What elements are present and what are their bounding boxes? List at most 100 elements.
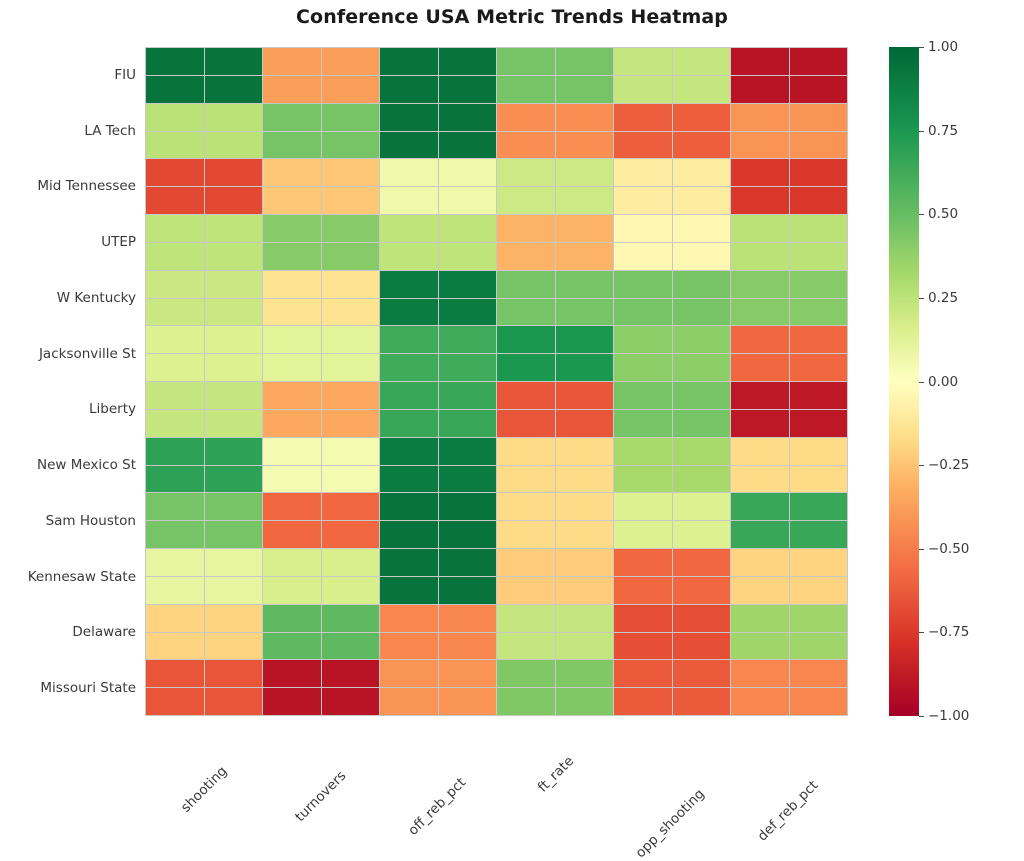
heatmap-cell [555, 382, 613, 409]
heatmap-cell [497, 75, 555, 103]
heatmap-cell [146, 437, 204, 465]
heatmap-cell [204, 354, 262, 381]
heatmap-cell [321, 632, 379, 660]
heatmap-cell [789, 270, 847, 298]
heatmap-cell [438, 688, 496, 715]
heatmap-cell [672, 131, 730, 159]
heatmap-cell [263, 187, 321, 214]
heatmap-cell [380, 242, 438, 270]
heatmap-cell [614, 493, 672, 521]
heatmap-cell [614, 549, 672, 576]
heatmap-cell [321, 604, 379, 632]
heatmap-cell [263, 521, 321, 548]
heatmap-cell [555, 409, 613, 437]
heatmap-cell [146, 48, 204, 75]
heatmap-cell [204, 131, 262, 159]
heatmap-cell [555, 549, 613, 576]
colorbar-axis-label: Trend Strength (green = improving, red =… [962, 47, 1024, 716]
heatmap-cell [555, 688, 613, 715]
heatmap-cell [555, 493, 613, 521]
heatmap-cell [789, 75, 847, 103]
heatmap-cell [497, 549, 555, 576]
heatmap-cell [731, 215, 789, 242]
heatmap-cell [555, 215, 613, 242]
heatmap-cell [321, 48, 379, 75]
heatmap-cell [789, 437, 847, 465]
heatmap-cell [672, 493, 730, 521]
heatmap-cell [146, 298, 204, 326]
heatmap-cell [204, 549, 262, 576]
heatmap-cell [146, 409, 204, 437]
heatmap-cell [380, 382, 438, 409]
heatmap-cell [204, 437, 262, 465]
heatmap-cell [438, 159, 496, 187]
heatmap-cell [146, 354, 204, 381]
heatmap-cell [789, 465, 847, 493]
heatmap-cell [497, 131, 555, 159]
heatmap-cell [614, 270, 672, 298]
heatmap-cell [380, 437, 438, 465]
heatmap-cell [789, 632, 847, 660]
heatmap-cell [204, 215, 262, 242]
colorbar-tick-label: 0.75 [928, 122, 959, 139]
heatmap-cell [614, 604, 672, 632]
colorbar-tick-mark [919, 632, 924, 634]
heatmap-cell [438, 382, 496, 409]
heatmap-cell [380, 604, 438, 632]
heatmap-cell [438, 437, 496, 465]
heatmap-cell [614, 437, 672, 465]
heatmap-cell [789, 298, 847, 326]
heatmap-cell [672, 326, 730, 354]
heatmap-cell [789, 688, 847, 715]
colorbar-tick-mark [919, 381, 924, 383]
heatmap-cell [731, 131, 789, 159]
heatmap-cell [438, 493, 496, 521]
heatmap-cell [263, 326, 321, 354]
heatmap-cell [438, 270, 496, 298]
heatmap-cell [789, 354, 847, 381]
heatmap-cell [672, 103, 730, 131]
heatmap-cell [555, 604, 613, 632]
heatmap-cell [497, 270, 555, 298]
heatmap-cell [614, 688, 672, 715]
heatmap-cell [438, 103, 496, 131]
heatmap-cell [146, 159, 204, 187]
heatmap-cell [614, 354, 672, 381]
heatmap-cell [614, 159, 672, 187]
heatmap-cell [146, 521, 204, 548]
heatmap-cell [321, 242, 379, 270]
heatmap-cell [438, 604, 496, 632]
heatmap-cell [672, 549, 730, 576]
heatmap-cell [672, 270, 730, 298]
heatmap-cell [263, 131, 321, 159]
heatmap-cell [380, 354, 438, 381]
heatmap-cell [146, 242, 204, 270]
heatmap-cell [789, 48, 847, 75]
heatmap-cell [380, 75, 438, 103]
y-tick-label: LA Tech [84, 122, 136, 139]
heatmap-cell [672, 354, 730, 381]
y-tick-label: Liberty [89, 401, 136, 418]
heatmap-cell [672, 242, 730, 270]
x-tick-label: turnovers [291, 767, 350, 826]
heatmap-cell [204, 187, 262, 214]
heatmap-cell [263, 48, 321, 75]
heatmap-cell [731, 75, 789, 103]
heatmap-cell [204, 298, 262, 326]
heatmap-cell [321, 131, 379, 159]
heatmap-cell [204, 159, 262, 187]
x-tick-label: opp_shooting [632, 785, 709, 861]
heatmap-cell [263, 493, 321, 521]
heatmap-cell [438, 48, 496, 75]
heatmap-cell [555, 632, 613, 660]
heatmap-cell [321, 103, 379, 131]
colorbar-tick-label: 0.50 [928, 206, 959, 223]
heatmap-cell [438, 298, 496, 326]
heatmap-cell [380, 409, 438, 437]
colorbar-gradient [889, 47, 919, 716]
heatmap-cell [146, 326, 204, 354]
heatmap-cell [497, 465, 555, 493]
heatmap-cell [555, 48, 613, 75]
heatmap-cell [555, 131, 613, 159]
heatmap-cell [438, 75, 496, 103]
